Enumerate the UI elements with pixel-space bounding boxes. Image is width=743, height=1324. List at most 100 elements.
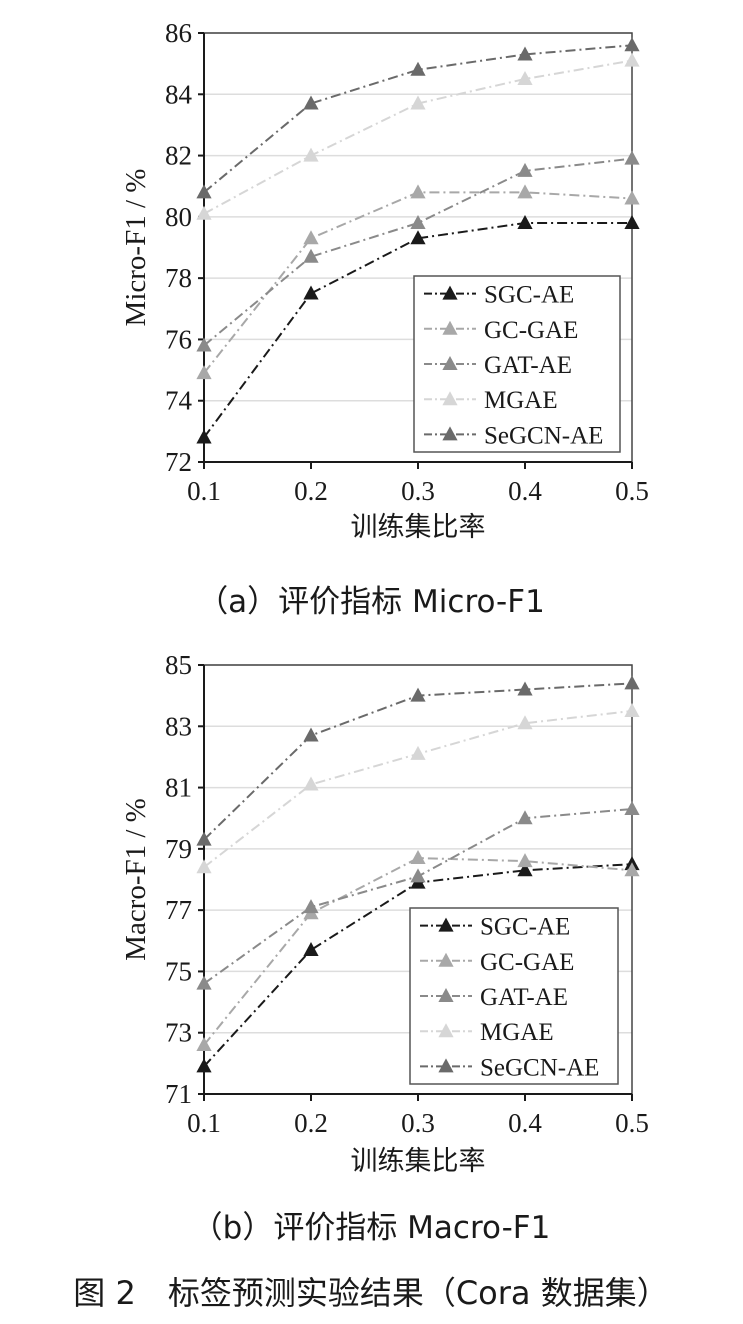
data-point-gat-ae	[517, 162, 533, 177]
data-point-gat-ae	[410, 214, 426, 229]
y-tick-label: 74	[165, 386, 193, 416]
data-point-gat-ae	[196, 975, 212, 990]
data-point-segcn-ae	[410, 687, 426, 702]
y-tick-label: 76	[165, 324, 192, 354]
legend-entry-segcn-ae: SeGCN-AE	[484, 422, 603, 449]
y-axis-title: Micro-F1 / %	[120, 169, 152, 327]
series-line-segcn-ae	[203, 682, 633, 841]
data-point-sgc-ae	[303, 285, 319, 300]
legend-swatch-marker	[442, 320, 458, 335]
data-point-sgc-ae	[196, 1058, 212, 1073]
legend-entry-gat-ae: GAT-AE	[480, 984, 568, 1011]
data-point-gc-gae	[196, 1036, 212, 1051]
data-point-gc-gae	[303, 230, 319, 245]
x-tick-label: 0.5	[615, 1108, 649, 1138]
data-point-gc-gae	[410, 184, 426, 199]
legend-entry-sgc-ae: SGC-AE	[484, 282, 574, 309]
data-point-sgc-ae	[196, 429, 212, 444]
data-point-gat-ae	[196, 337, 212, 352]
y-tick-label: 80	[165, 202, 192, 232]
data-point-gc-gae	[517, 853, 533, 868]
x-tick-label: 0.3	[401, 476, 435, 506]
legend-swatch-marker	[438, 988, 454, 1002]
data-point-gc-gae	[196, 365, 212, 380]
caption-micro-f1: （a）评价指标 Micro-F1	[197, 584, 545, 620]
data-point-mgae	[196, 205, 212, 220]
data-point-segcn-ae	[196, 184, 212, 199]
y-tick-label: 73	[165, 1018, 192, 1048]
data-point-gc-gae	[517, 184, 533, 199]
legend-swatch-marker	[442, 285, 458, 300]
data-point-mgae	[303, 147, 319, 162]
legend-swatch-marker	[442, 426, 458, 441]
legend-swatch-marker	[438, 1058, 454, 1073]
y-tick-label: 71	[165, 1079, 192, 1109]
chart-micro-f1: 72 74 76 78 80 82 84 86 0.1 0.2 0.3 0.4 0.5 训练集比率 Micr…	[120, 18, 649, 543]
data-point-sgc-ae	[624, 214, 640, 229]
data-point-gat-ae	[410, 868, 426, 883]
figure-caption: 图 2 标签预测实验结果（Cora 数据集）	[73, 1274, 668, 1312]
legend-swatch-marker	[438, 1023, 454, 1038]
data-point-segcn-ae	[624, 675, 640, 690]
data-point-sgc-ae	[303, 941, 319, 956]
data-point-gat-ae	[517, 810, 533, 825]
data-point-segcn-ae	[624, 37, 640, 52]
data-point-gc-gae	[410, 850, 426, 865]
x-tick-label: 0.2	[294, 1108, 328, 1138]
data-point-segcn-ae	[303, 727, 319, 742]
series-line-sgc-ae	[203, 221, 632, 439]
legend-entry-gc-gae: GC-GAE	[484, 317, 578, 344]
legend-entry-mgae: MGAE	[484, 387, 558, 414]
legend-swatch-marker	[442, 356, 458, 370]
x-axis-title: 训练集比率	[351, 1146, 486, 1177]
x-tick-label: 0.1	[187, 476, 221, 506]
x-tick-label: 0.1	[187, 1108, 221, 1138]
data-point-gc-gae	[624, 862, 640, 877]
series-line-mgae	[203, 709, 633, 869]
legend-entry-sgc-ae: SGC-AE	[480, 914, 570, 941]
legend-entry-mgae: MGAE	[480, 1019, 554, 1046]
y-tick-label: 75	[165, 956, 192, 986]
x-tick-label: 0.5	[615, 476, 649, 506]
x-tick-label: 0.4	[508, 476, 542, 506]
y-tick-label: 86	[165, 18, 192, 48]
y-tick-label: 83	[165, 711, 192, 741]
data-point-mgae	[624, 702, 640, 717]
legend-swatch-marker	[442, 391, 458, 406]
legend-swatch-marker	[438, 952, 454, 967]
data-point-segcn-ae	[303, 95, 319, 110]
data-point-segcn-ae	[517, 681, 533, 696]
data-point-segcn-ae	[410, 61, 426, 76]
y-tick-label: 81	[165, 773, 192, 803]
data-point-mgae	[410, 745, 426, 760]
data-point-sgc-ae	[517, 214, 533, 229]
x-tick-label: 0.2	[294, 476, 328, 506]
x-axis-title: 训练集比率	[351, 512, 486, 543]
legend-swatch-marker	[438, 917, 454, 932]
legend-entry-segcn-ae: SeGCN-AE	[480, 1054, 599, 1081]
y-tick-label: 84	[165, 79, 193, 109]
y-tick-label: 78	[165, 263, 192, 293]
data-point-gat-ae	[303, 899, 319, 914]
data-point-segcn-ae	[196, 831, 212, 846]
data-point-mgae	[517, 70, 533, 85]
data-point-segcn-ae	[517, 46, 533, 61]
y-tick-label: 79	[165, 834, 192, 864]
chart-macro-f1: 71 73 75 77 79 81 83 85 0.1 0.2 0.3 0.4 0.5 训练集比率 Macr…	[120, 650, 649, 1177]
data-point-mgae	[517, 715, 533, 730]
y-tick-label: 77	[165, 895, 192, 925]
series-line-segcn-ae	[203, 44, 633, 194]
data-point-sgc-ae	[517, 862, 533, 877]
legend-entry-gat-ae: GAT-AE	[484, 352, 572, 379]
y-axis-title: Macro-F1 / %	[120, 798, 152, 961]
y-tick-label: 72	[165, 447, 192, 477]
data-point-mgae	[303, 776, 319, 791]
y-tick-label: 85	[165, 650, 192, 680]
data-point-mgae	[624, 52, 640, 67]
x-tick-label: 0.3	[401, 1108, 435, 1138]
data-point-gat-ae	[303, 248, 319, 263]
data-point-mgae	[196, 859, 212, 874]
x-tick-label: 0.4	[508, 1108, 542, 1138]
data-point-mgae	[410, 95, 426, 110]
